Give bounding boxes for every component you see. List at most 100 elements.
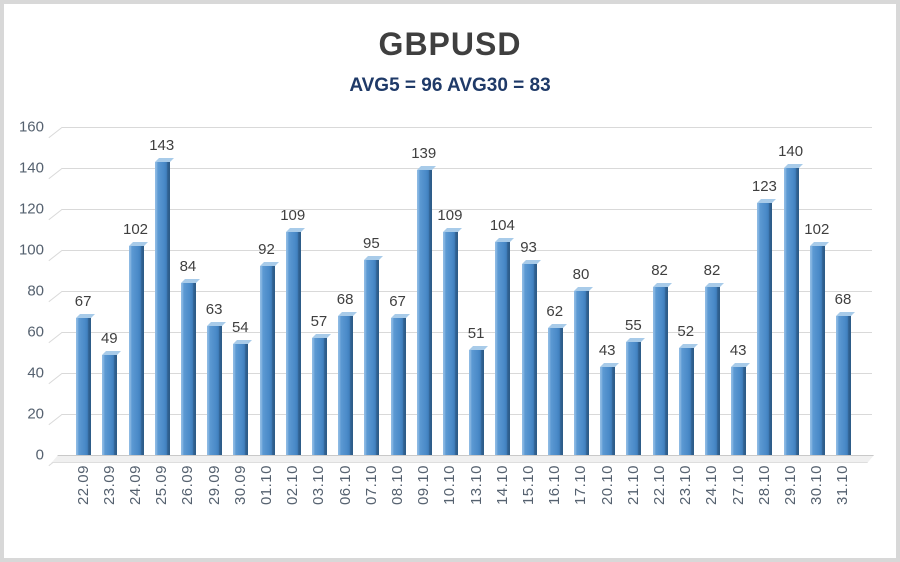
y-axis-tick-label: 0: [35, 446, 44, 464]
bar-slot: 102: [804, 127, 830, 455]
bar-slot: 54: [227, 127, 253, 455]
bar: [678, 348, 694, 455]
x-axis: 22.09 23.09 24.09 25.09 26.09 29.09 30.09 01.10…: [70, 465, 856, 543]
x-axis-cell: 29.10: [777, 465, 803, 543]
bar: [233, 344, 249, 455]
x-axis-cell: 07.10: [358, 465, 384, 543]
y-axis-tick-label: 100: [18, 241, 44, 259]
y-axis-tick-label: 140: [18, 159, 44, 177]
bar-slot: 104: [489, 127, 515, 455]
bar: [495, 241, 511, 455]
bar-slot: 80: [568, 127, 594, 455]
x-axis-tick-label: 27.10: [729, 465, 747, 506]
bar-slot: 68: [830, 127, 856, 455]
bar: [469, 350, 485, 455]
bar: [102, 354, 118, 455]
x-axis-cell: 24.09: [122, 465, 148, 543]
chart-title: GBPUSD: [378, 26, 522, 62]
x-axis-cell: 30.10: [804, 465, 830, 543]
x-axis-tick-label: 30.09: [231, 465, 249, 506]
bar-slot: 63: [201, 127, 227, 455]
bar-chart: GBPUSD AVG5 = 96 AVG30 = 83 0 20 40 60 80 100…: [4, 4, 896, 558]
bar: [76, 317, 92, 455]
bar-value-label: 51: [467, 325, 485, 343]
chart-subtitle: AVG5 = 96 AVG30 = 83: [349, 75, 551, 96]
x-axis-tick-label: 01.10: [258, 465, 276, 506]
plot-area: 67 49 102 143 84 63 54 92 109 57 68 95 67 139 109 51 104…: [51, 127, 874, 463]
bar-value-label: 93: [520, 239, 537, 257]
bar-value-label: 55: [625, 317, 642, 335]
y-axis: 0 20 40 60 80 100 120 140 160: [4, 120, 50, 463]
bar-value-label: 82: [651, 261, 668, 279]
x-axis-tick-label: 10.10: [441, 465, 459, 506]
x-axis-tick-label: 09.10: [415, 465, 433, 506]
x-axis-cell: 14.10: [489, 465, 515, 543]
bar-value-label: 95: [362, 235, 380, 253]
bar-slot: 62: [542, 127, 568, 455]
bar-slot: 82: [646, 127, 672, 455]
bar-slot: 57: [306, 127, 332, 455]
gridline: [62, 209, 872, 210]
bar-slot: 109: [437, 127, 463, 455]
y-axis-tick-label: 60: [27, 323, 44, 341]
bar-value-label: 68: [336, 290, 354, 308]
bar-value-label: 57: [310, 313, 328, 331]
x-axis-tick-label: 08.10: [389, 465, 407, 506]
bar-value-label: 52: [677, 323, 695, 341]
bar-value-label: 84: [179, 257, 197, 275]
x-axis-cell: 29.09: [201, 465, 227, 543]
x-axis-tick-label: 28.10: [755, 465, 773, 506]
bar-value-label: 109: [437, 206, 463, 224]
bar-slot: 93: [515, 127, 541, 455]
bar-value-label: 43: [729, 341, 747, 359]
bar: [180, 282, 196, 455]
bar-slot: 143: [149, 127, 175, 455]
x-axis-tick-label: 23.09: [100, 465, 118, 506]
bar: [311, 338, 327, 455]
bar-slot: 84: [175, 127, 201, 455]
gridline: [62, 168, 872, 169]
bar-slot: 43: [725, 127, 751, 455]
bar-value-label: 49: [100, 329, 118, 347]
x-axis-tick-label: 30.10: [808, 465, 826, 506]
bar: [652, 286, 668, 455]
x-axis-tick-label: 31.10: [834, 465, 852, 506]
x-axis-cell: 24.10: [699, 465, 725, 543]
x-axis-cell: 15.10: [515, 465, 541, 543]
gridline: [62, 373, 872, 374]
bar-value-label: 109: [280, 206, 306, 224]
bar-slot: 55: [620, 127, 646, 455]
y-axis-tick-label: 20: [27, 405, 44, 423]
bar: [364, 260, 380, 455]
bar: [390, 317, 406, 455]
x-axis-cell: 10.10: [437, 465, 463, 543]
bar-value-label: 68: [834, 290, 852, 308]
gridline: [62, 414, 872, 415]
bar-value-label: 80: [572, 266, 590, 283]
bar-slot: 102: [122, 127, 148, 455]
bar: [757, 202, 773, 455]
x-axis-cell: 23.10: [673, 465, 699, 543]
bar-value-label: 63: [205, 300, 223, 318]
x-axis-tick-label: 13.10: [467, 465, 485, 506]
bar: [809, 245, 825, 455]
bar-value-label: 102: [804, 220, 830, 238]
x-axis-cell: 22.09: [70, 465, 96, 543]
bar-slot: 95: [358, 127, 384, 455]
gridline: [62, 291, 872, 292]
bar-slot: 68: [332, 127, 358, 455]
bar: [259, 266, 275, 455]
x-axis-tick-label: 29.09: [205, 465, 223, 506]
bars-layer: 67 49 102 143 84 63 54 92 109 57 68 95 67 139 109 51 104…: [70, 127, 856, 455]
x-axis-cell: 02.10: [280, 465, 306, 543]
x-axis-tick-label: 25.09: [153, 465, 171, 506]
x-axis-cell: 26.09: [175, 465, 201, 543]
x-axis-cell: 06.10: [332, 465, 358, 543]
x-axis-cell: 01.10: [253, 465, 279, 543]
y-axis-tick-label: 120: [18, 200, 44, 218]
bar-value-label: 82: [703, 261, 721, 279]
bar: [285, 231, 301, 455]
bar-value-label: 123: [751, 177, 777, 195]
x-axis-cell: 25.09: [149, 465, 175, 543]
bar: [573, 291, 589, 455]
